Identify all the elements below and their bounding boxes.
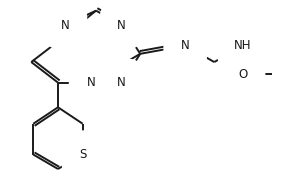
Text: N: N bbox=[61, 19, 70, 32]
Text: O: O bbox=[238, 68, 248, 81]
Text: N: N bbox=[86, 76, 95, 89]
Text: N: N bbox=[117, 19, 126, 32]
Text: N: N bbox=[181, 39, 190, 52]
Text: S: S bbox=[79, 148, 86, 161]
Text: N: N bbox=[117, 76, 126, 89]
Text: NH: NH bbox=[234, 39, 252, 52]
